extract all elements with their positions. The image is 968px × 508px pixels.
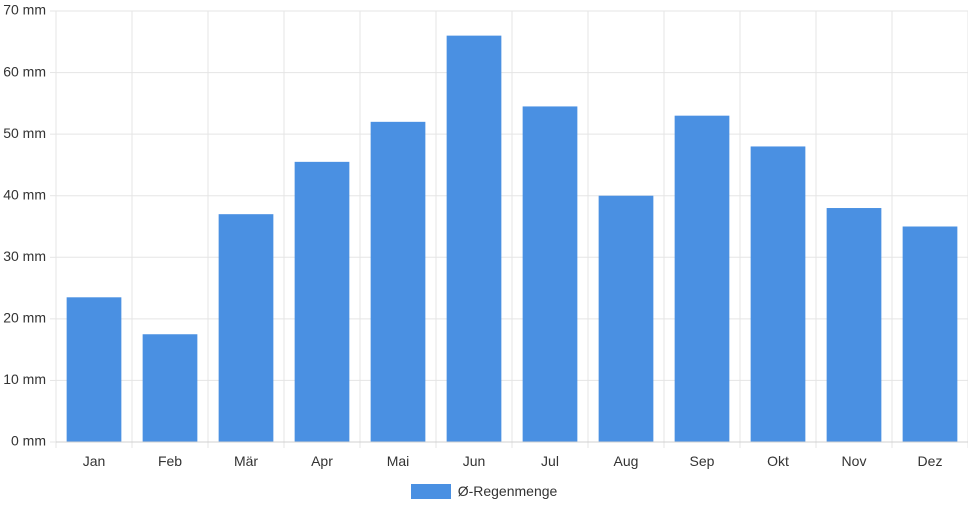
grid-lines <box>50 10 968 448</box>
y-tick-label: 70 mm <box>3 2 46 18</box>
bar-mai[interactable] <box>370 121 426 442</box>
y-tick-label: 10 mm <box>3 371 46 387</box>
x-tick-label: Jan <box>83 453 106 469</box>
x-tick-label: Jun <box>463 453 486 469</box>
y-axis-labels: 0 mm 10 mm 20 mm 30 mm 40 mm 50 mm 60 mm 70 mm <box>3 2 46 449</box>
bar-feb[interactable] <box>142 334 198 442</box>
bar-sep[interactable] <box>674 115 730 443</box>
legend-swatch <box>410 483 451 499</box>
bar-okt[interactable] <box>750 146 806 442</box>
x-tick-label: Apr <box>311 453 333 469</box>
legend-item[interactable]: Ø-Regenmenge <box>410 483 558 499</box>
bar-group <box>66 35 958 443</box>
y-tick-label: 30 mm <box>3 248 46 264</box>
y-tick-label: 20 mm <box>3 310 46 326</box>
bar-mär[interactable] <box>218 214 274 442</box>
bar-jul[interactable] <box>522 106 578 442</box>
legend-label: Ø-Regenmenge <box>457 483 558 499</box>
bar-jan[interactable] <box>66 297 122 442</box>
y-tick-label: 50 mm <box>3 125 46 141</box>
bar-apr[interactable] <box>294 161 350 442</box>
x-tick-label: Mär <box>234 453 258 469</box>
bar-nov[interactable] <box>826 208 882 442</box>
x-axis-labels: Jan Feb Mär Apr Mai Jun Jul Aug Sep Okt Nov Dez <box>83 453 943 469</box>
x-tick-label: Feb <box>158 453 182 469</box>
x-tick-label: Okt <box>767 453 789 469</box>
x-tick-label: Aug <box>614 453 639 469</box>
bar-aug[interactable] <box>598 195 654 442</box>
x-tick-label: Sep <box>690 453 715 469</box>
x-tick-label: Mai <box>387 453 410 469</box>
bar-jun[interactable] <box>446 35 502 442</box>
x-tick-label: Dez <box>918 453 943 469</box>
y-tick-label: 40 mm <box>3 186 46 202</box>
legend: Ø-Regenmenge <box>0 481 968 501</box>
bar-dez[interactable] <box>902 226 958 443</box>
y-tick-label: 60 mm <box>3 63 46 79</box>
y-tick-label: 0 mm <box>11 433 46 449</box>
x-tick-label: Nov <box>842 453 867 469</box>
x-tick-label: Jul <box>541 453 559 469</box>
